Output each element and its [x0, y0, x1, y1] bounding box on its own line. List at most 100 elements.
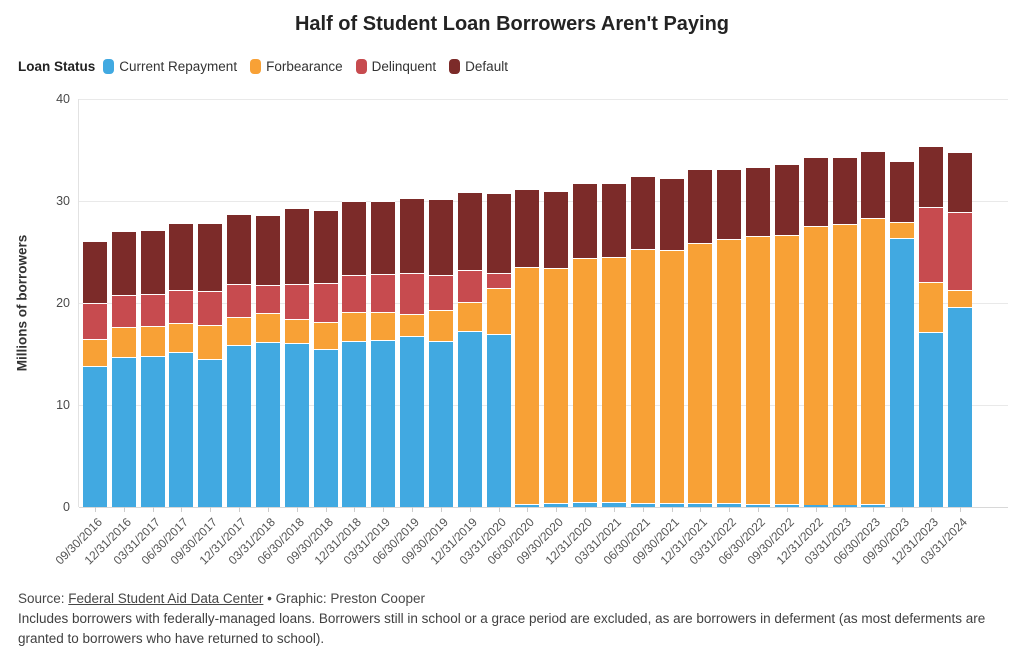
bar-06-30-2023[interactable]: 06/30/2023 — [831, 151, 886, 567]
bar-09-30-2019[interactable]: 09/30/2019 — [398, 198, 453, 567]
bar-03-31-2021[interactable]: 03/31/2021 — [571, 182, 626, 567]
segment-current-repayment[interactable] — [111, 357, 136, 507]
segment-default[interactable] — [717, 169, 742, 239]
segment-current-repayment[interactable] — [774, 503, 799, 507]
segment-default[interactable] — [890, 161, 915, 223]
bar-03-31-2020[interactable]: 03/31/2020 — [456, 192, 511, 567]
segment-delinquent[interactable] — [428, 275, 453, 311]
bar-12-31-2020[interactable]: 12/31/2020 — [543, 182, 598, 567]
bar-12-31-2023[interactable]: 12/31/2023 — [889, 145, 944, 567]
segment-current-repayment[interactable] — [947, 307, 972, 507]
segment-delinquent[interactable] — [486, 273, 511, 288]
bar-12-31-2017[interactable]: 12/31/2017 — [197, 214, 252, 567]
bar-09-30-2022[interactable]: 09/30/2022 — [744, 164, 799, 567]
segment-current-repayment[interactable] — [803, 504, 828, 507]
bar-03-31-2023[interactable]: 03/31/2023 — [802, 157, 857, 567]
segment-default[interactable] — [227, 214, 252, 284]
segment-current-repayment[interactable] — [83, 366, 107, 507]
source-link[interactable]: Federal Student Aid Data Center — [68, 591, 264, 606]
segment-current-repayment[interactable] — [227, 344, 252, 507]
segment-delinquent[interactable] — [140, 293, 165, 327]
segment-current-repayment[interactable] — [140, 356, 165, 507]
bar-03-31-2017[interactable]: 03/31/2017 — [110, 229, 165, 567]
segment-default[interactable] — [400, 197, 425, 274]
segment-forbearance[interactable] — [717, 238, 742, 503]
segment-default[interactable] — [861, 151, 886, 219]
segment-default[interactable] — [832, 157, 857, 225]
segment-forbearance[interactable] — [832, 224, 857, 505]
segment-default[interactable] — [83, 240, 107, 304]
segment-default[interactable] — [428, 198, 453, 276]
segment-forbearance[interactable] — [746, 235, 771, 504]
bar-12-31-2022[interactable]: 12/31/2022 — [773, 157, 828, 567]
segment-delinquent[interactable] — [919, 207, 944, 282]
bar-12-31-2018[interactable]: 12/31/2018 — [312, 201, 367, 567]
bar-12-31-2021[interactable]: 12/31/2021 — [658, 169, 713, 567]
segment-delinquent[interactable] — [255, 284, 280, 314]
segment-default[interactable] — [169, 223, 194, 290]
segment-forbearance[interactable] — [688, 242, 713, 503]
segment-delinquent[interactable] — [227, 283, 252, 318]
bar-09-30-2020[interactable]: 09/30/2020 — [514, 190, 569, 567]
segment-forbearance[interactable] — [515, 267, 540, 504]
segment-forbearance[interactable] — [947, 289, 972, 308]
segment-current-repayment[interactable] — [255, 341, 280, 507]
bar-03-31-2022[interactable]: 03/31/2022 — [687, 169, 742, 567]
segment-current-repayment[interactable] — [544, 502, 569, 507]
segment-default[interactable] — [601, 182, 626, 258]
segment-default[interactable] — [342, 201, 367, 276]
segment-forbearance[interactable] — [198, 325, 223, 360]
segment-forbearance[interactable] — [803, 225, 828, 505]
segment-delinquent[interactable] — [198, 290, 223, 326]
bar-09-30-2017[interactable]: 09/30/2017 — [168, 223, 223, 567]
bar-06-30-2017[interactable]: 06/30/2017 — [139, 223, 194, 567]
segment-default[interactable] — [803, 157, 828, 226]
segment-current-repayment[interactable] — [717, 502, 742, 507]
segment-default[interactable] — [573, 182, 598, 259]
segment-delinquent[interactable] — [83, 303, 107, 339]
segment-current-repayment[interactable] — [284, 342, 309, 507]
segment-current-repayment[interactable] — [342, 340, 367, 507]
bar-06-30-2020[interactable]: 06/30/2020 — [485, 188, 540, 567]
segment-current-repayment[interactable] — [400, 335, 425, 507]
segment-default[interactable] — [659, 177, 684, 250]
segment-default[interactable] — [486, 192, 511, 274]
segment-current-repayment[interactable] — [198, 359, 223, 507]
segment-default[interactable] — [371, 201, 396, 275]
segment-default[interactable] — [947, 152, 972, 213]
segment-forbearance[interactable] — [544, 268, 569, 503]
segment-delinquent[interactable] — [342, 275, 367, 313]
segment-forbearance[interactable] — [601, 257, 626, 502]
segment-default[interactable] — [313, 210, 338, 283]
bar-09-30-2021[interactable]: 09/30/2021 — [629, 177, 684, 567]
segment-current-repayment[interactable] — [861, 503, 886, 507]
segment-default[interactable] — [140, 229, 165, 294]
segment-delinquent[interactable] — [371, 274, 396, 313]
bar-03-31-2019[interactable]: 03/31/2019 — [341, 201, 396, 567]
bar-09-30-2018[interactable]: 09/30/2018 — [283, 210, 338, 567]
segment-forbearance[interactable] — [400, 314, 425, 336]
segment-forbearance[interactable] — [313, 322, 338, 349]
bar-03-31-2018[interactable]: 03/31/2018 — [225, 215, 280, 567]
segment-default[interactable] — [111, 230, 136, 295]
segment-forbearance[interactable] — [861, 218, 886, 504]
segment-default[interactable] — [688, 169, 713, 243]
segment-current-repayment[interactable] — [601, 501, 626, 507]
segment-current-repayment[interactable] — [573, 501, 598, 507]
segment-current-repayment[interactable] — [890, 237, 915, 507]
segment-current-repayment[interactable] — [515, 503, 540, 507]
segment-default[interactable] — [774, 164, 799, 235]
segment-default[interactable] — [255, 215, 280, 285]
segment-forbearance[interactable] — [284, 319, 309, 343]
segment-forbearance[interactable] — [890, 222, 915, 238]
segment-forbearance[interactable] — [169, 323, 194, 352]
bar-09-30-2023[interactable]: 09/30/2023 — [860, 161, 915, 567]
segment-current-repayment[interactable] — [313, 348, 338, 507]
bar-03-31-2024[interactable]: 03/31/2024 — [917, 152, 972, 567]
segment-forbearance[interactable] — [342, 312, 367, 341]
segment-forbearance[interactable] — [630, 248, 655, 503]
segment-current-repayment[interactable] — [486, 333, 511, 507]
segment-forbearance[interactable] — [371, 312, 396, 340]
segment-current-repayment[interactable] — [428, 340, 453, 507]
segment-current-repayment[interactable] — [832, 504, 857, 507]
